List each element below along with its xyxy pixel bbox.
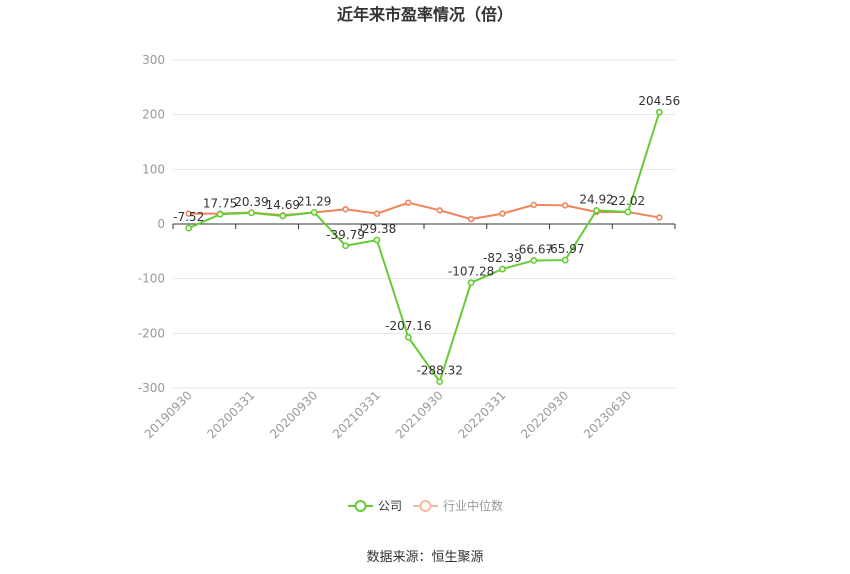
data-point[interactable] xyxy=(373,236,381,244)
y-tick-label: 0 xyxy=(157,217,165,231)
data-point[interactable] xyxy=(656,214,663,221)
series-group xyxy=(185,108,663,386)
data-label: -107.28 xyxy=(448,265,494,279)
y-tick-label: 100 xyxy=(142,162,165,176)
series-line-0 xyxy=(188,111,661,384)
data-point[interactable] xyxy=(405,199,412,206)
x-tick-label: 20190930 xyxy=(142,388,195,441)
y-axis: 300 200 100 0 -100 -200 -300 xyxy=(138,53,165,395)
legend-item-1[interactable]: 行业中位数 xyxy=(413,498,503,513)
y-tick-label: 300 xyxy=(142,53,165,67)
data-label: 21.29 xyxy=(297,194,331,208)
data-point[interactable] xyxy=(467,215,475,223)
legend-marker-icon xyxy=(354,500,367,512)
data-point[interactable] xyxy=(467,279,475,287)
data-point[interactable] xyxy=(185,210,192,217)
data-point[interactable] xyxy=(279,212,287,220)
data-point[interactable] xyxy=(499,265,506,273)
x-tick-label: 20200930 xyxy=(267,388,320,441)
data-label: 20.39 xyxy=(234,195,268,209)
y-tick-label: -200 xyxy=(138,326,165,340)
data-label: -29.38 xyxy=(358,222,397,236)
data-label: -66.67 xyxy=(514,242,553,256)
x-tick-label: 20230630 xyxy=(581,388,634,441)
legend-label: 行业中位数 xyxy=(443,498,503,513)
data-label: 14.69 xyxy=(266,198,300,212)
data-point[interactable] xyxy=(436,207,443,214)
data-point[interactable] xyxy=(436,378,444,386)
data-point[interactable] xyxy=(561,202,569,209)
data-point[interactable] xyxy=(342,242,349,250)
data-point[interactable] xyxy=(655,108,663,116)
data-point[interactable] xyxy=(248,209,255,217)
data-label: -288.32 xyxy=(417,364,463,378)
data-label: -65.97 xyxy=(546,242,585,256)
legend-label: 公司 xyxy=(378,499,402,513)
data-label: 17.75 xyxy=(203,196,237,210)
data-label: -7.52 xyxy=(173,210,204,224)
data-label: 24.92 xyxy=(579,192,613,206)
data-label: 22.02 xyxy=(611,194,645,208)
data-point[interactable] xyxy=(373,210,381,217)
x-tick-label: 20210331 xyxy=(330,388,383,441)
data-label: -82.39 xyxy=(483,251,522,265)
x-tick-label: 20220331 xyxy=(455,388,508,441)
data-point[interactable] xyxy=(216,210,224,218)
y-tick-label: 200 xyxy=(142,108,165,122)
data-point[interactable] xyxy=(530,201,538,209)
data-point[interactable] xyxy=(404,333,412,341)
data-point[interactable] xyxy=(593,206,600,214)
legend-item-0[interactable]: 公司 xyxy=(348,499,402,513)
x-tick-label: 20210930 xyxy=(393,388,446,441)
y-tick-label: -100 xyxy=(138,272,165,286)
data-label: -207.16 xyxy=(385,319,431,333)
y-tick-label: -300 xyxy=(138,381,165,395)
grid-lines xyxy=(173,59,675,389)
legend[interactable]: 公司 行业中位数 xyxy=(348,498,503,513)
data-point[interactable] xyxy=(530,257,538,264)
x-tick-label: 20220930 xyxy=(518,388,571,441)
data-point[interactable] xyxy=(342,206,349,213)
chart-title: 近年来市盈率情况（倍） xyxy=(337,5,513,24)
data-label: -39.79 xyxy=(326,228,365,242)
data-source: 数据来源：恒生聚源 xyxy=(366,550,483,565)
data-point[interactable] xyxy=(185,224,193,232)
x-tick-label: 20200331 xyxy=(204,388,257,441)
data-point[interactable] xyxy=(624,208,632,216)
data-point[interactable] xyxy=(499,210,506,217)
legend-marker-icon xyxy=(419,500,432,512)
data-point[interactable] xyxy=(561,256,569,264)
data-point[interactable] xyxy=(310,208,318,216)
data-label: 204.56 xyxy=(638,94,680,108)
